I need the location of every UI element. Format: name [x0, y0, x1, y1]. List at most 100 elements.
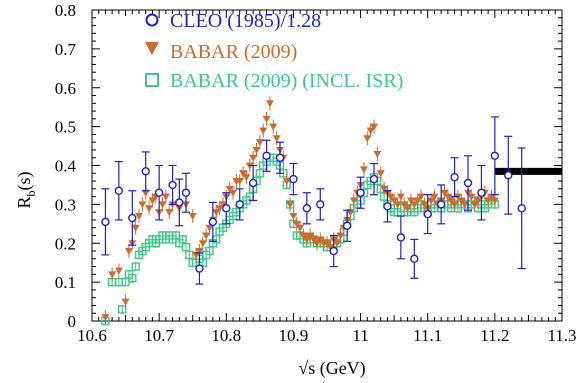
babar-point — [218, 201, 227, 209]
babar-point — [225, 185, 234, 193]
x-tick-label: 10.7 — [144, 326, 174, 345]
babar-point — [323, 240, 331, 248]
babar-point — [366, 127, 375, 135]
svg-text:Rb(s): Rb(s) — [14, 171, 38, 208]
babar-point — [205, 224, 214, 232]
cleo-point — [235, 200, 244, 209]
babar-point — [380, 185, 389, 193]
babar-point — [312, 240, 321, 248]
babar-point — [403, 205, 412, 213]
babar-point — [161, 193, 170, 201]
babar-point — [145, 205, 154, 213]
isr-point — [255, 169, 265, 178]
cleo-point — [463, 178, 473, 188]
x-tick-label: 11.2 — [480, 326, 509, 345]
babar-point — [326, 244, 335, 252]
babar-point — [249, 154, 258, 162]
babar-point — [443, 193, 452, 201]
cleo-point — [114, 186, 124, 195]
babar-point — [259, 127, 268, 135]
babar-point — [101, 314, 110, 322]
cleo-point — [356, 188, 365, 197]
x-tick-label: 10.8 — [211, 326, 241, 345]
babar-point — [306, 232, 315, 240]
cleo-point — [342, 221, 352, 230]
y-tick-label: 0.8 — [55, 1, 76, 20]
babar-point — [255, 139, 264, 147]
cleo-point — [504, 171, 513, 180]
babar-point — [363, 135, 372, 143]
cleo-point — [195, 264, 204, 273]
babar-point — [302, 236, 311, 244]
babar-point — [309, 236, 318, 244]
cleo-point — [383, 202, 392, 211]
babar-point — [427, 197, 436, 205]
babar-point — [299, 232, 308, 240]
babar-point — [420, 201, 429, 209]
babar-point — [336, 232, 345, 240]
babar-point — [370, 123, 378, 131]
babar-point — [121, 298, 130, 306]
babar-point — [141, 189, 150, 197]
babar-point — [333, 240, 342, 248]
isr-point — [205, 246, 214, 256]
cleo-point — [316, 200, 325, 209]
legend-babar-isr-marker — [145, 73, 159, 87]
babar-point — [158, 201, 167, 209]
cleo-point — [396, 233, 406, 242]
plot-area: 10.6 10.7 10.8 10.9 11 11.1 11.2 11.3 0 0.1 0.2 0.3… — [55, 1, 576, 345]
x-axis-label: √s (GeV) — [298, 358, 365, 379]
babar-point — [410, 201, 419, 209]
babar-point — [467, 193, 476, 201]
cleo-point — [101, 217, 110, 227]
babar-point — [202, 232, 211, 240]
babar-point — [124, 248, 133, 256]
babar-point — [349, 197, 358, 205]
babar-point — [396, 193, 405, 201]
babar-point — [229, 189, 237, 197]
cleo-point — [423, 209, 432, 219]
isr-point — [131, 262, 140, 271]
legend-babar-isr-label: BABAR (2009) (INCL. ISR) — [170, 70, 403, 92]
babar-point — [296, 224, 305, 232]
legend-babar-marker — [145, 42, 159, 55]
babar-point — [131, 224, 140, 232]
cleo-point — [329, 246, 338, 256]
cleo-point — [141, 167, 150, 176]
babar-point — [440, 189, 449, 197]
babar-point — [386, 193, 395, 201]
babar-point — [192, 251, 201, 259]
y-tick-label: 0.7 — [55, 40, 77, 59]
y-tick-label: 0.1 — [55, 273, 76, 292]
babar-point — [252, 146, 261, 154]
babar-point — [188, 213, 197, 221]
babar-point — [138, 201, 147, 209]
cleo-point — [222, 204, 231, 213]
y-axis-label: Rb(s) — [14, 171, 38, 208]
x-tick-label: 10.9 — [279, 326, 309, 345]
babar-point — [400, 201, 409, 209]
babar-point — [292, 220, 301, 228]
cleo-point — [410, 254, 419, 263]
cleo-point — [262, 151, 271, 160]
y-tick-label: 0.3 — [55, 195, 76, 214]
cleo-point — [490, 151, 500, 160]
babar-point — [282, 178, 291, 186]
cleo-point — [436, 200, 446, 209]
y-axis-label-tail: (s) — [14, 171, 35, 190]
babar-point — [165, 209, 174, 217]
babar-point — [108, 271, 117, 279]
babar-point — [487, 193, 496, 201]
babar-point — [195, 248, 204, 256]
babar-point — [239, 170, 248, 178]
isr-point — [185, 250, 194, 260]
cleo-point — [248, 178, 258, 188]
babar-point — [484, 197, 493, 205]
babar-point — [215, 205, 224, 213]
legend-cleo-label: CLEO (1985)/1.28 — [170, 10, 321, 32]
babar-point — [417, 193, 425, 201]
y-tick-label: 0.4 — [55, 157, 77, 176]
legend-cleo-marker — [145, 13, 159, 27]
x-tick-label: 11.1 — [413, 326, 442, 345]
cleo-point — [181, 188, 191, 197]
